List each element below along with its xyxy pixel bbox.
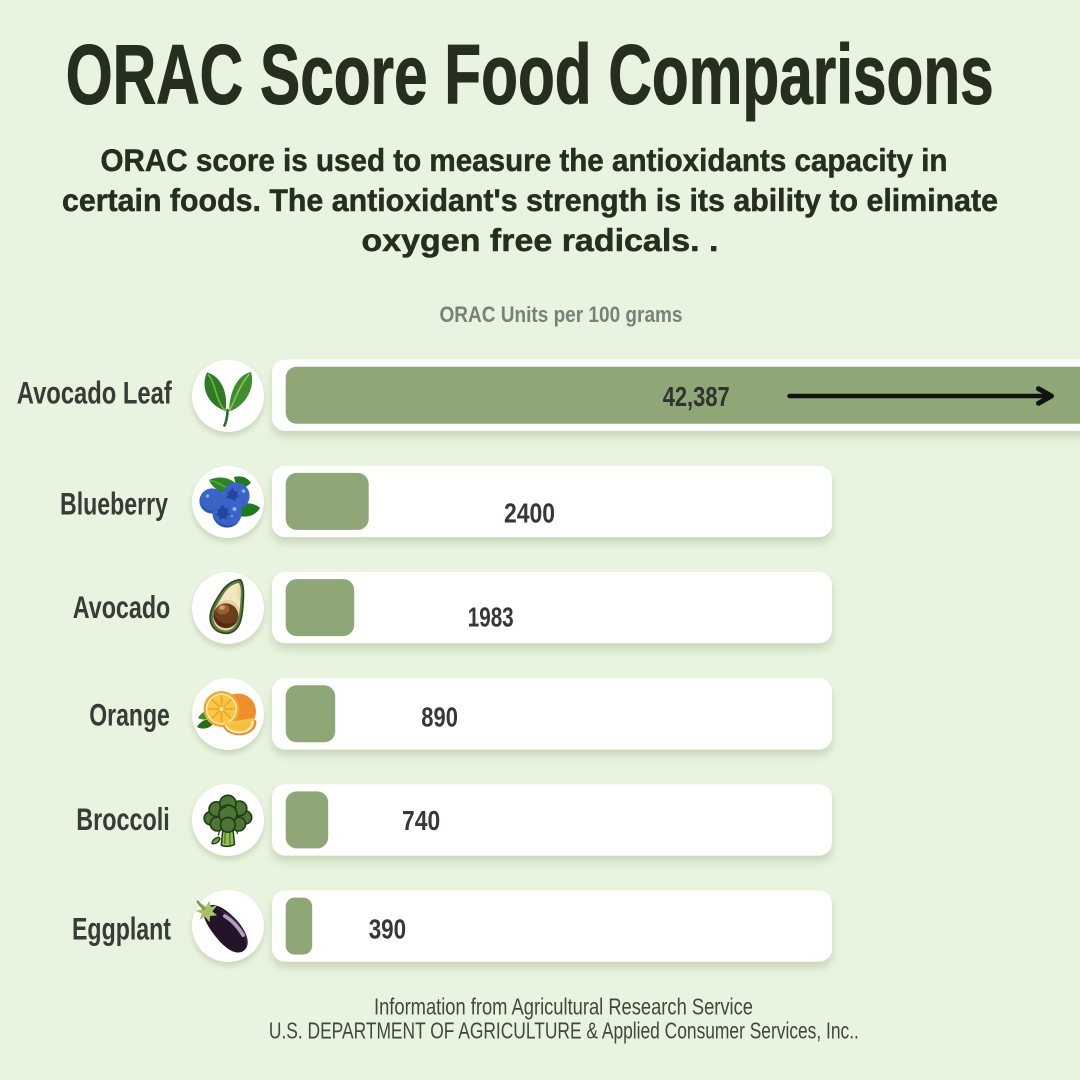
svg-text:certain foods. The antioxidant: certain foods. The antioxidant's strengt…	[62, 182, 998, 218]
svg-text:2400: 2400	[504, 497, 555, 528]
svg-text:Orange: Orange	[89, 697, 170, 733]
svg-text:1983: 1983	[468, 602, 514, 633]
svg-text:ORAC Score Food Comparisons: ORAC Score Food Comparisons	[66, 28, 994, 122]
svg-text:390: 390	[369, 914, 406, 945]
svg-text:Avocado: Avocado	[73, 589, 171, 625]
svg-text:Information from Agricultural: Information from Agricultural Research S…	[374, 994, 753, 1020]
svg-text:740: 740	[402, 805, 440, 836]
svg-text:Broccoli: Broccoli	[76, 801, 170, 837]
svg-text:Eggplant: Eggplant	[72, 910, 171, 946]
svg-text:ORAC score is used to measure: ORAC score is used to measure the antiox…	[101, 142, 948, 178]
svg-text:42,387: 42,387	[663, 381, 730, 412]
svg-text:oxygen free radicals. .: oxygen free radicals. .	[362, 222, 719, 258]
svg-text:Blueberry: Blueberry	[60, 486, 168, 522]
svg-text:ORAC Units per 100 grams: ORAC Units per 100 grams	[440, 302, 683, 327]
svg-text:Avocado Leaf: Avocado Leaf	[17, 374, 172, 410]
svg-text:890: 890	[421, 701, 458, 732]
svg-text:U.S. DEPARTMENT OF AGRICULTURE: U.S. DEPARTMENT OF AGRICULTURE & Applied…	[269, 1018, 859, 1044]
